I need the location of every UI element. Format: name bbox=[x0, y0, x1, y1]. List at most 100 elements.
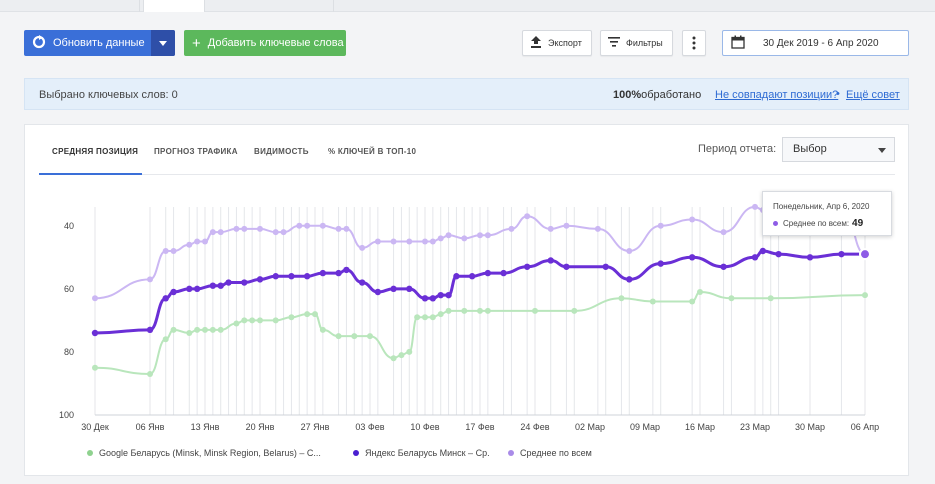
series-0-point bbox=[288, 314, 295, 321]
report-period-select[interactable]: Выбор bbox=[782, 137, 895, 162]
top-tab-3[interactable] bbox=[208, 0, 334, 12]
series-0-point bbox=[209, 326, 216, 333]
series-2-point bbox=[657, 222, 664, 229]
filters-label: Фильтры bbox=[626, 38, 663, 48]
series-0-point bbox=[186, 330, 193, 336]
date-range-picker[interactable]: 30 Дек 2019 - 6 Апр 2020 bbox=[722, 30, 909, 56]
add-keywords-button[interactable]: + Добавить ключевые слова bbox=[184, 30, 346, 56]
top-tab-2-active[interactable] bbox=[143, 0, 205, 12]
legend-item-average[interactable]: Среднее по всем bbox=[508, 448, 592, 458]
legend-label-average: Среднее по всем bbox=[520, 448, 592, 458]
more-options-button[interactable] bbox=[682, 30, 706, 56]
series-0-point bbox=[312, 311, 318, 318]
series-1-point bbox=[468, 273, 476, 280]
series-0-point bbox=[335, 333, 342, 340]
series-1-point bbox=[547, 257, 554, 264]
series-2-point bbox=[280, 229, 287, 236]
series-2-point bbox=[547, 225, 554, 232]
series-1-point bbox=[335, 269, 342, 277]
series-1-point bbox=[421, 295, 429, 302]
tooltip-date: Понедельник, Апр 6, 2020 bbox=[773, 202, 870, 211]
series-0-point bbox=[414, 314, 421, 321]
series-0-point bbox=[484, 307, 491, 314]
legend-item-yandex[interactable]: Яндекс Беларусь Минск – Ср. bbox=[353, 448, 490, 458]
tabs-divider bbox=[39, 174, 895, 175]
series-1-point bbox=[626, 276, 633, 283]
series-0-point bbox=[429, 314, 436, 321]
selected-keywords-count: Выбрано ключевых слов: 0 bbox=[39, 89, 178, 101]
series-1-point bbox=[91, 329, 99, 337]
series-0-point bbox=[398, 352, 405, 359]
series-1-point bbox=[806, 254, 814, 261]
more-tip-link[interactable]: Ещё совет bbox=[846, 89, 900, 101]
x-tick-label: 09 Мар bbox=[630, 422, 660, 432]
series-2-point bbox=[429, 238, 436, 245]
series-2-point bbox=[461, 235, 468, 242]
series-1-point bbox=[193, 285, 201, 293]
top-tab-strip bbox=[0, 0, 935, 12]
series-1-point bbox=[445, 291, 452, 299]
series-0-point bbox=[241, 317, 248, 324]
series-2-point bbox=[335, 225, 342, 232]
export-button[interactable]: Экспорт bbox=[522, 30, 592, 56]
update-dropdown-caret[interactable] bbox=[151, 30, 175, 56]
series-1-point bbox=[358, 279, 366, 286]
tab-traffic-forecast[interactable]: ПРОГНОЗ ТРАФИКА bbox=[154, 147, 238, 156]
plus-icon: + bbox=[192, 34, 201, 52]
top-tab-1[interactable] bbox=[24, 0, 140, 12]
series-1-point bbox=[523, 263, 531, 270]
report-period-label: Период отчета: bbox=[698, 143, 777, 155]
series-0-point bbox=[437, 311, 444, 318]
series-0-point bbox=[406, 348, 413, 355]
series-2-point bbox=[524, 213, 531, 220]
average-position-chart: 40 60 80 100 30 Дек 06 Янв 13 Янв 20 Янв 27 Янв 0… bbox=[59, 200, 879, 432]
series-1-point bbox=[602, 263, 609, 270]
series-0-point bbox=[390, 355, 397, 362]
series-2-point bbox=[194, 238, 201, 245]
tab-top10-percent[interactable]: % КЛЮЧЕЙ В ТОП-10 bbox=[328, 147, 417, 156]
link-separator: • bbox=[836, 88, 840, 100]
x-tick-label: 24 Фев bbox=[520, 422, 549, 432]
series-1-point bbox=[170, 288, 177, 296]
series-0-point bbox=[257, 317, 263, 324]
series-1-point bbox=[751, 254, 759, 261]
update-data-main[interactable]: Обновить данные bbox=[24, 30, 151, 56]
legend-item-google[interactable]: Google Беларусь (Minsk, Minsk Region, Be… bbox=[87, 448, 321, 458]
series-2-point bbox=[437, 235, 444, 242]
export-label: Экспорт bbox=[548, 38, 582, 48]
series-1-point bbox=[217, 282, 224, 289]
series-1-point bbox=[374, 288, 382, 296]
series-0-point bbox=[767, 295, 774, 302]
series-2-point bbox=[241, 225, 248, 232]
legend-swatch-average bbox=[508, 450, 514, 456]
x-tick-label: 23 Мар bbox=[740, 422, 770, 432]
series-2-point bbox=[170, 248, 177, 254]
series-1-point bbox=[406, 285, 413, 293]
series-2-point bbox=[209, 229, 216, 236]
info-bar: Выбрано ключевых слов: 0 100%обработано … bbox=[24, 78, 909, 110]
series-1-point bbox=[343, 266, 350, 274]
x-tick-label: 20 Янв bbox=[246, 422, 275, 432]
x-tick-label: 06 Апр bbox=[851, 422, 879, 432]
tab-visibility[interactable]: ВИДИМОСТЬ bbox=[254, 147, 309, 156]
series-2-point bbox=[343, 225, 350, 232]
series-2-point bbox=[626, 248, 633, 254]
series-2-point bbox=[752, 203, 758, 210]
series-1-point bbox=[657, 260, 664, 267]
filter-icon bbox=[608, 36, 620, 50]
series-0-point bbox=[202, 326, 208, 333]
calendar-icon bbox=[731, 35, 745, 52]
filters-button[interactable]: Фильтры bbox=[600, 30, 673, 56]
y-tick-label: 60 bbox=[64, 284, 74, 294]
series-2-point bbox=[257, 225, 263, 232]
series-2-point bbox=[422, 238, 428, 245]
x-tick-label: 30 Мар bbox=[795, 422, 825, 432]
series-0-point bbox=[728, 295, 735, 302]
series-2-point bbox=[217, 229, 224, 236]
mismatch-positions-link[interactable]: Не совпадают позиции? bbox=[715, 89, 839, 101]
update-data-button[interactable]: Обновить данные bbox=[24, 30, 175, 56]
series-2-point bbox=[406, 238, 413, 245]
tab-average-position[interactable]: СРЕДНЯЯ ПОЗИЦИЯ bbox=[52, 147, 139, 156]
upload-icon bbox=[530, 35, 542, 51]
series-0-point bbox=[571, 307, 578, 314]
